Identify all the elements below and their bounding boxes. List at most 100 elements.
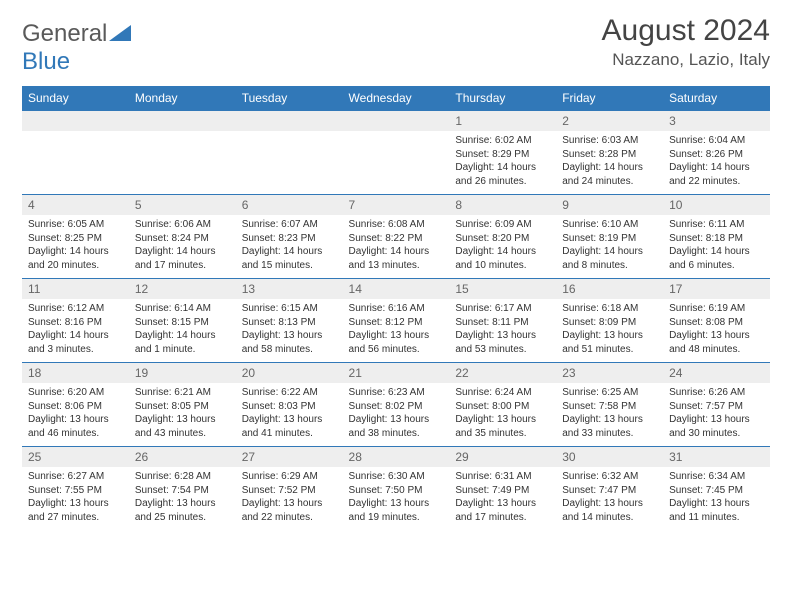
day-details: Sunrise: 6:21 AMSunset: 8:05 PMDaylight:…	[129, 383, 236, 446]
day-number	[343, 111, 450, 131]
month-title: August 2024	[602, 14, 770, 48]
day-number	[236, 111, 343, 131]
day-details: Sunrise: 6:02 AMSunset: 8:29 PMDaylight:…	[449, 131, 556, 194]
weekday-header-row: SundayMondayTuesdayWednesdayThursdayFrid…	[22, 86, 770, 111]
day-number: 15	[449, 279, 556, 299]
calendar-day-cell: 31Sunrise: 6:34 AMSunset: 7:45 PMDayligh…	[663, 447, 770, 531]
calendar-day-cell: 8Sunrise: 6:09 AMSunset: 8:20 PMDaylight…	[449, 195, 556, 279]
calendar-week-row: 11Sunrise: 6:12 AMSunset: 8:16 PMDayligh…	[22, 279, 770, 363]
calendar-day-cell: 6Sunrise: 6:07 AMSunset: 8:23 PMDaylight…	[236, 195, 343, 279]
day-details: Sunrise: 6:23 AMSunset: 8:02 PMDaylight:…	[343, 383, 450, 446]
calendar-day-cell: 22Sunrise: 6:24 AMSunset: 8:00 PMDayligh…	[449, 363, 556, 447]
calendar-day-cell: 21Sunrise: 6:23 AMSunset: 8:02 PMDayligh…	[343, 363, 450, 447]
day-number: 6	[236, 195, 343, 215]
day-details	[22, 131, 129, 181]
calendar-table: SundayMondayTuesdayWednesdayThursdayFrid…	[22, 86, 770, 530]
day-details: Sunrise: 6:30 AMSunset: 7:50 PMDaylight:…	[343, 467, 450, 530]
day-number: 13	[236, 279, 343, 299]
calendar-body: 1Sunrise: 6:02 AMSunset: 8:29 PMDaylight…	[22, 111, 770, 531]
location: Nazzano, Lazio, Italy	[602, 50, 770, 70]
day-number	[22, 111, 129, 131]
calendar-week-row: 4Sunrise: 6:05 AMSunset: 8:25 PMDaylight…	[22, 195, 770, 279]
weekday-header: Saturday	[663, 86, 770, 111]
day-number: 20	[236, 363, 343, 383]
logo-text-1: General	[22, 20, 107, 48]
calendar-day-cell: 2Sunrise: 6:03 AMSunset: 8:28 PMDaylight…	[556, 111, 663, 195]
calendar-day-cell	[343, 111, 450, 195]
day-details: Sunrise: 6:04 AMSunset: 8:26 PMDaylight:…	[663, 131, 770, 194]
calendar-day-cell: 27Sunrise: 6:29 AMSunset: 7:52 PMDayligh…	[236, 447, 343, 531]
day-number: 4	[22, 195, 129, 215]
day-number: 7	[343, 195, 450, 215]
day-details: Sunrise: 6:22 AMSunset: 8:03 PMDaylight:…	[236, 383, 343, 446]
day-details: Sunrise: 6:27 AMSunset: 7:55 PMDaylight:…	[22, 467, 129, 530]
calendar-day-cell: 13Sunrise: 6:15 AMSunset: 8:13 PMDayligh…	[236, 279, 343, 363]
calendar-day-cell: 18Sunrise: 6:20 AMSunset: 8:06 PMDayligh…	[22, 363, 129, 447]
day-details: Sunrise: 6:26 AMSunset: 7:57 PMDaylight:…	[663, 383, 770, 446]
calendar-week-row: 18Sunrise: 6:20 AMSunset: 8:06 PMDayligh…	[22, 363, 770, 447]
day-number: 28	[343, 447, 450, 467]
day-details: Sunrise: 6:34 AMSunset: 7:45 PMDaylight:…	[663, 467, 770, 530]
day-number: 26	[129, 447, 236, 467]
calendar-day-cell	[22, 111, 129, 195]
day-details: Sunrise: 6:06 AMSunset: 8:24 PMDaylight:…	[129, 215, 236, 278]
day-details: Sunrise: 6:18 AMSunset: 8:09 PMDaylight:…	[556, 299, 663, 362]
day-details: Sunrise: 6:08 AMSunset: 8:22 PMDaylight:…	[343, 215, 450, 278]
day-number: 25	[22, 447, 129, 467]
day-number	[129, 111, 236, 131]
weekday-header: Tuesday	[236, 86, 343, 111]
day-details: Sunrise: 6:07 AMSunset: 8:23 PMDaylight:…	[236, 215, 343, 278]
day-details: Sunrise: 6:14 AMSunset: 8:15 PMDaylight:…	[129, 299, 236, 362]
day-number: 12	[129, 279, 236, 299]
title-block: August 2024 Nazzano, Lazio, Italy	[602, 14, 770, 70]
day-details: Sunrise: 6:09 AMSunset: 8:20 PMDaylight:…	[449, 215, 556, 278]
day-number: 17	[663, 279, 770, 299]
calendar-day-cell: 15Sunrise: 6:17 AMSunset: 8:11 PMDayligh…	[449, 279, 556, 363]
day-details: Sunrise: 6:24 AMSunset: 8:00 PMDaylight:…	[449, 383, 556, 446]
day-number: 23	[556, 363, 663, 383]
day-details: Sunrise: 6:16 AMSunset: 8:12 PMDaylight:…	[343, 299, 450, 362]
calendar-day-cell: 20Sunrise: 6:22 AMSunset: 8:03 PMDayligh…	[236, 363, 343, 447]
calendar-day-cell: 11Sunrise: 6:12 AMSunset: 8:16 PMDayligh…	[22, 279, 129, 363]
calendar-day-cell: 9Sunrise: 6:10 AMSunset: 8:19 PMDaylight…	[556, 195, 663, 279]
day-number: 24	[663, 363, 770, 383]
day-details: Sunrise: 6:28 AMSunset: 7:54 PMDaylight:…	[129, 467, 236, 530]
day-number: 29	[449, 447, 556, 467]
calendar-day-cell: 10Sunrise: 6:11 AMSunset: 8:18 PMDayligh…	[663, 195, 770, 279]
day-number: 1	[449, 111, 556, 131]
calendar-day-cell: 7Sunrise: 6:08 AMSunset: 8:22 PMDaylight…	[343, 195, 450, 279]
calendar-week-row: 25Sunrise: 6:27 AMSunset: 7:55 PMDayligh…	[22, 447, 770, 531]
day-number: 5	[129, 195, 236, 215]
calendar-day-cell: 26Sunrise: 6:28 AMSunset: 7:54 PMDayligh…	[129, 447, 236, 531]
calendar-day-cell: 14Sunrise: 6:16 AMSunset: 8:12 PMDayligh…	[343, 279, 450, 363]
day-details: Sunrise: 6:29 AMSunset: 7:52 PMDaylight:…	[236, 467, 343, 530]
day-details: Sunrise: 6:15 AMSunset: 8:13 PMDaylight:…	[236, 299, 343, 362]
calendar-day-cell: 24Sunrise: 6:26 AMSunset: 7:57 PMDayligh…	[663, 363, 770, 447]
day-number: 22	[449, 363, 556, 383]
day-number: 3	[663, 111, 770, 131]
calendar-day-cell: 1Sunrise: 6:02 AMSunset: 8:29 PMDaylight…	[449, 111, 556, 195]
day-number: 14	[343, 279, 450, 299]
calendar-day-cell: 17Sunrise: 6:19 AMSunset: 8:08 PMDayligh…	[663, 279, 770, 363]
day-details: Sunrise: 6:12 AMSunset: 8:16 PMDaylight:…	[22, 299, 129, 362]
day-number: 30	[556, 447, 663, 467]
day-number: 19	[129, 363, 236, 383]
calendar-day-cell: 28Sunrise: 6:30 AMSunset: 7:50 PMDayligh…	[343, 447, 450, 531]
calendar-day-cell	[129, 111, 236, 195]
calendar-day-cell: 5Sunrise: 6:06 AMSunset: 8:24 PMDaylight…	[129, 195, 236, 279]
day-details	[236, 131, 343, 181]
day-number: 8	[449, 195, 556, 215]
day-details	[129, 131, 236, 181]
weekday-header: Friday	[556, 86, 663, 111]
weekday-header: Thursday	[449, 86, 556, 111]
day-number: 16	[556, 279, 663, 299]
day-details: Sunrise: 6:11 AMSunset: 8:18 PMDaylight:…	[663, 215, 770, 278]
day-details	[343, 131, 450, 181]
weekday-header: Sunday	[22, 86, 129, 111]
day-number: 2	[556, 111, 663, 131]
calendar-day-cell: 30Sunrise: 6:32 AMSunset: 7:47 PMDayligh…	[556, 447, 663, 531]
day-number: 10	[663, 195, 770, 215]
calendar-day-cell: 4Sunrise: 6:05 AMSunset: 8:25 PMDaylight…	[22, 195, 129, 279]
weekday-header: Wednesday	[343, 86, 450, 111]
calendar-day-cell: 23Sunrise: 6:25 AMSunset: 7:58 PMDayligh…	[556, 363, 663, 447]
